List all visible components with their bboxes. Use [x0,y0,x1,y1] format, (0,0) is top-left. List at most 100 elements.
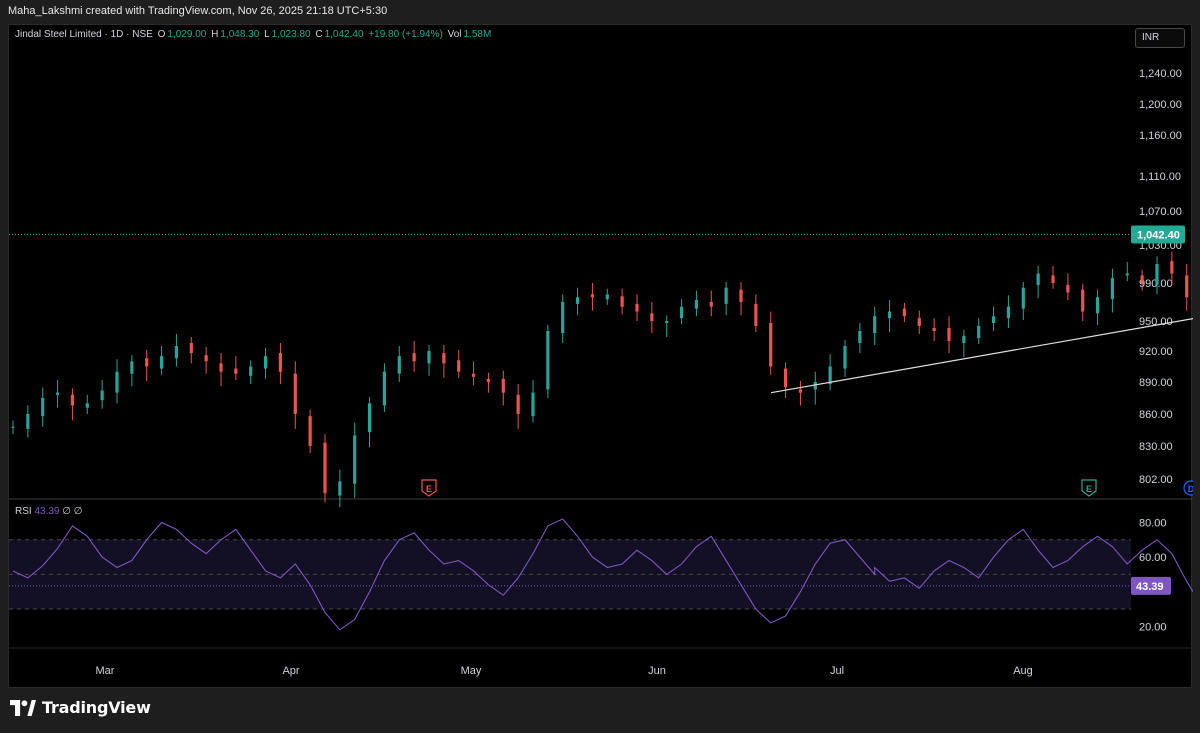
candle-body [754,303,758,326]
candle-body [115,371,119,393]
candle-body [1021,287,1025,309]
candle-body [100,390,104,401]
candle-body [338,481,342,496]
high-label: H [211,29,219,40]
candle-body [219,363,223,372]
candle-body [55,392,60,395]
price-axis-tick: 890.00 [1139,377,1173,389]
time-axis-tick: May [461,665,482,677]
price-axis-tick: 1,240.00 [1139,68,1182,80]
chart-panel[interactable]: 1,240.00 1,200.00 1,160.00 1,110.00 1,070.00… [8,24,1193,689]
close-label: C [315,29,323,40]
price-axis-tick: 802.00 [1139,474,1173,486]
tradingview-brand: TradingView [10,698,151,717]
author-caption: Maha_Lakshmi created with TradingView.co… [8,5,388,17]
rsi-extra-2: ∅ [73,506,83,517]
candle-body [902,308,907,317]
candle-body [501,378,505,393]
candle-body [26,414,30,429]
candle-body [11,426,15,428]
candle-body [457,360,461,372]
time-axis-tick: Mar [96,665,115,677]
candle-body [575,297,580,304]
candle-body [769,323,773,367]
price-axis-tick: 1,110.00 [1139,171,1181,183]
candle-body [783,368,788,388]
close-value: 1,042.40 [324,29,364,40]
event-label: D [1188,484,1193,494]
event-dividend-marker [1183,480,1193,496]
candle-body [1170,261,1174,274]
candle-body [561,302,565,333]
open-label: O [157,29,166,40]
candle-body [1110,278,1115,300]
candle-body [263,356,268,369]
candle-body [159,356,164,369]
candle-body [858,331,862,343]
volume-label: Vol [447,29,462,40]
price-axis-tick: 860.00 [1139,409,1173,421]
time-axis-tick: Apr [282,665,299,677]
candle-body [70,394,75,406]
rsi-last-label: 43.39 [1136,581,1164,593]
symbol-legend: Jindal Steel Limited · 1D · NSE O 1,029.0… [15,29,493,40]
candle-body [486,378,491,382]
rsi-axis-tick: 60.00 [1139,552,1167,564]
rsi-label[interactable]: RSI [15,506,32,517]
candle-body [249,366,253,376]
candle-body [962,336,966,343]
candle-body [412,353,416,362]
event-earnings-marker [1081,479,1097,497]
candle-body [635,303,639,312]
candle-body [427,351,431,364]
event-label: E [426,484,432,494]
rsi-axis-tick: 20.00 [1139,621,1167,633]
candle-body [1051,275,1055,283]
price-axis-tick: 830.00 [1139,441,1173,453]
candle-body [1185,275,1189,298]
event-label: E [1086,484,1092,494]
open-value: 1,029.00 [167,29,207,40]
chart-canvas[interactable]: 1,240.00 1,200.00 1,160.00 1,110.00 1,070.00… [9,25,1193,689]
event-earnings-marker [421,479,437,497]
time-axis-tick: Aug [1013,665,1033,677]
candle-body [605,294,609,300]
candle-body [1140,275,1144,283]
price-axis-tick: 920.00 [1139,346,1173,358]
candle-body [471,373,476,377]
candle-body [174,346,179,359]
candle-body [887,311,892,319]
rsi-axis-tick: 80.00 [1139,517,1167,529]
candle-body [442,353,446,364]
candle-body [620,296,624,307]
candle-body [590,294,595,298]
currency-button[interactable]: INR [1135,28,1185,48]
rsi-last-badge [1131,576,1171,595]
candle-body [798,389,803,393]
candle-body [813,382,817,390]
candle-body [977,326,981,338]
candle-body [665,321,669,323]
candle-body [323,442,327,494]
candle-body [308,416,312,446]
candle-body [1095,297,1100,314]
candle-body [278,353,283,372]
candle-body [353,435,357,484]
candle-body [947,328,951,341]
high-value: 1,048.30 [220,29,260,40]
candle-body [397,356,401,374]
symbol-title[interactable]: Jindal Steel Limited · 1D · NSE [15,29,153,40]
low-label: L [264,29,270,40]
candle-body [382,371,387,406]
candle-body [234,368,238,374]
candle-body [709,302,713,307]
price-axis-tick: 1,160.00 [1139,130,1182,142]
candle-body [1125,273,1129,276]
candle-body [739,289,743,302]
last-price-label: 1,042.40 [1137,229,1180,241]
candle-body [1036,273,1040,285]
change-value: +19.80 (+1.94%) [368,29,443,40]
candle-body [145,358,149,367]
volume-value: 1.58M [463,29,492,40]
candle-body [694,300,699,309]
